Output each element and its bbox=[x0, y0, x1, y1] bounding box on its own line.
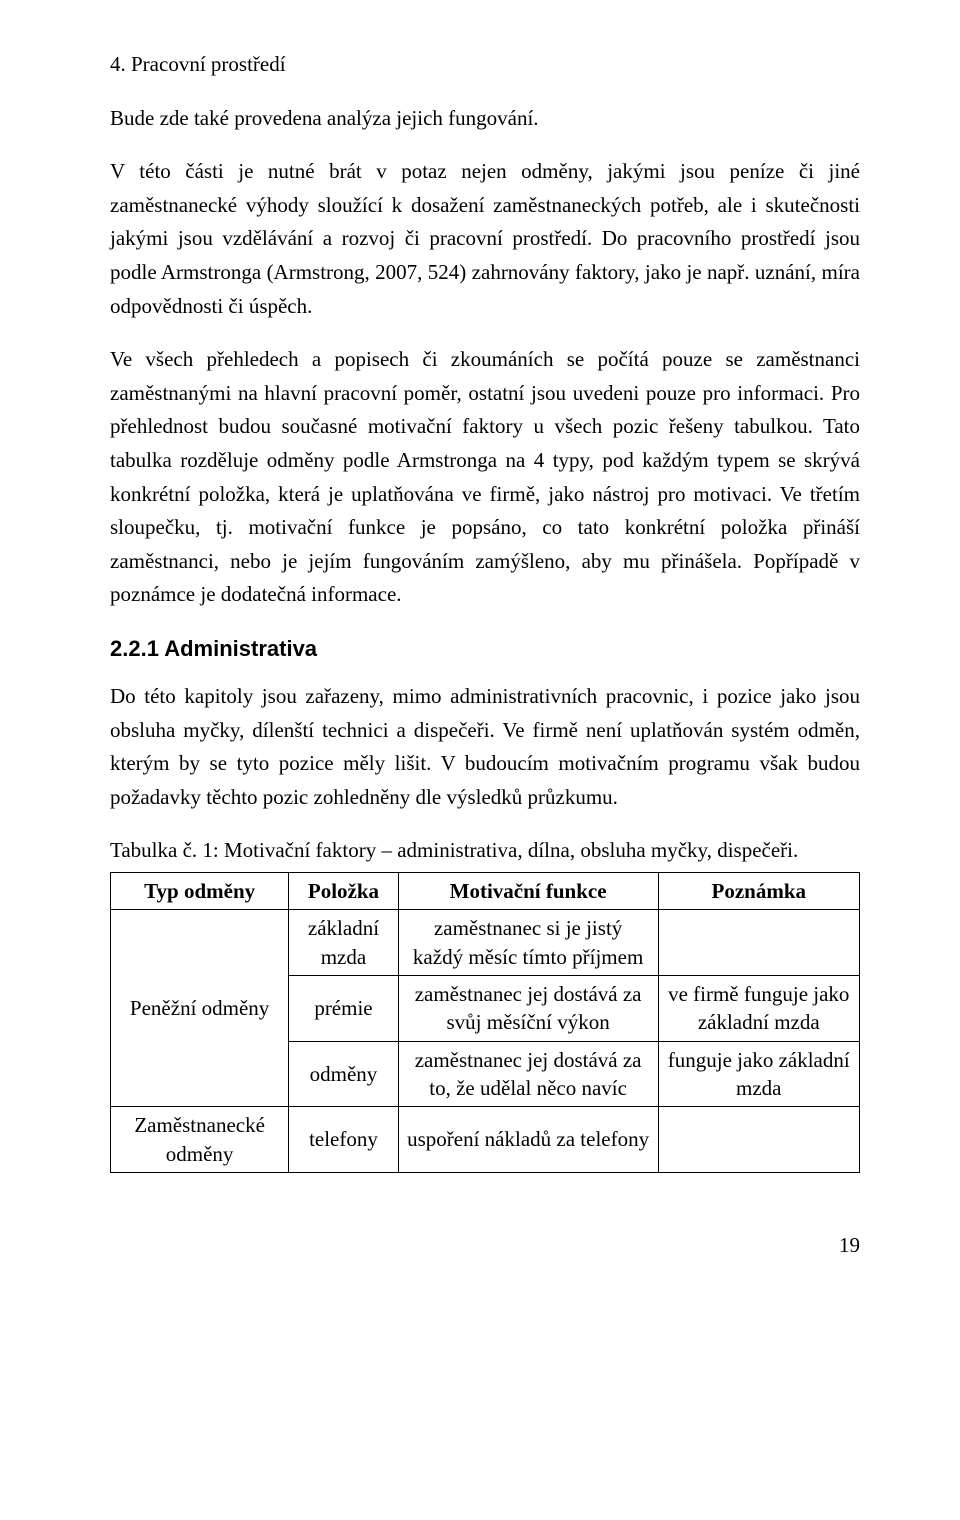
cell-funkce: zaměstnanec jej dostává za svůj měsíční … bbox=[398, 975, 658, 1041]
cell-polozka: prémie bbox=[289, 975, 398, 1041]
header-typ-odmeny: Typ odměny bbox=[111, 872, 289, 909]
cell-typ-odmeny-group1: Peněžní odměny bbox=[111, 975, 289, 1041]
cell-typ-odmeny-empty bbox=[111, 1041, 289, 1107]
table-row: základní mzda zaměstnanec si je jistý ka… bbox=[111, 910, 860, 976]
table-row: odměny zaměstnanec jej dostává za to, že… bbox=[111, 1041, 860, 1107]
table-header-row: Typ odměny Položka Motivační funkce Pozn… bbox=[111, 872, 860, 909]
page-number: 19 bbox=[110, 1233, 860, 1258]
table-row: Peněžní odměny prémie zaměstnanec jej do… bbox=[111, 975, 860, 1041]
header-poznamka: Poznámka bbox=[658, 872, 859, 909]
cell-typ-odmeny-group2: Zaměstnanecké odměny bbox=[111, 1107, 289, 1173]
paragraph-4: Do této kapitoly jsou zařazeny, mimo adm… bbox=[110, 680, 860, 814]
cell-funkce: zaměstnanec si je jistý každý měsíc tímt… bbox=[398, 910, 658, 976]
page-container: 4. Pracovní prostředí Bude zde také prov… bbox=[0, 0, 960, 1298]
cell-polozka: základní mzda bbox=[289, 910, 398, 976]
cell-polozka: odměny bbox=[289, 1041, 398, 1107]
cell-polozka: telefony bbox=[289, 1107, 398, 1173]
subsection-heading: 2.2.1 Administrativa bbox=[110, 636, 860, 662]
cell-typ-odmeny-empty bbox=[111, 910, 289, 976]
cell-funkce: zaměstnanec jej dostává za to, že udělal… bbox=[398, 1041, 658, 1107]
cell-funkce: uspoření nákladů za telefony bbox=[398, 1107, 658, 1173]
section-heading: 4. Pracovní prostředí bbox=[110, 48, 860, 82]
paragraph-1: Bude zde také provedena analýza jejich f… bbox=[110, 102, 860, 136]
rewards-table: Typ odměny Položka Motivační funkce Pozn… bbox=[110, 872, 860, 1173]
table-caption: Tabulka č. 1: Motivační faktory – admini… bbox=[110, 834, 860, 868]
cell-poznamka: funguje jako základní mzda bbox=[658, 1041, 859, 1107]
cell-poznamka bbox=[658, 1107, 859, 1173]
cell-poznamka: ve firmě funguje jako základní mzda bbox=[658, 975, 859, 1041]
cell-poznamka bbox=[658, 910, 859, 976]
header-motivacni-funkce: Motivační funkce bbox=[398, 872, 658, 909]
paragraph-2: V této části je nutné brát v potaz nejen… bbox=[110, 155, 860, 323]
paragraph-3: Ve všech přehledech a popisech či zkoumá… bbox=[110, 343, 860, 612]
header-polozka: Položka bbox=[289, 872, 398, 909]
table-row: Zaměstnanecké odměny telefony uspoření n… bbox=[111, 1107, 860, 1173]
